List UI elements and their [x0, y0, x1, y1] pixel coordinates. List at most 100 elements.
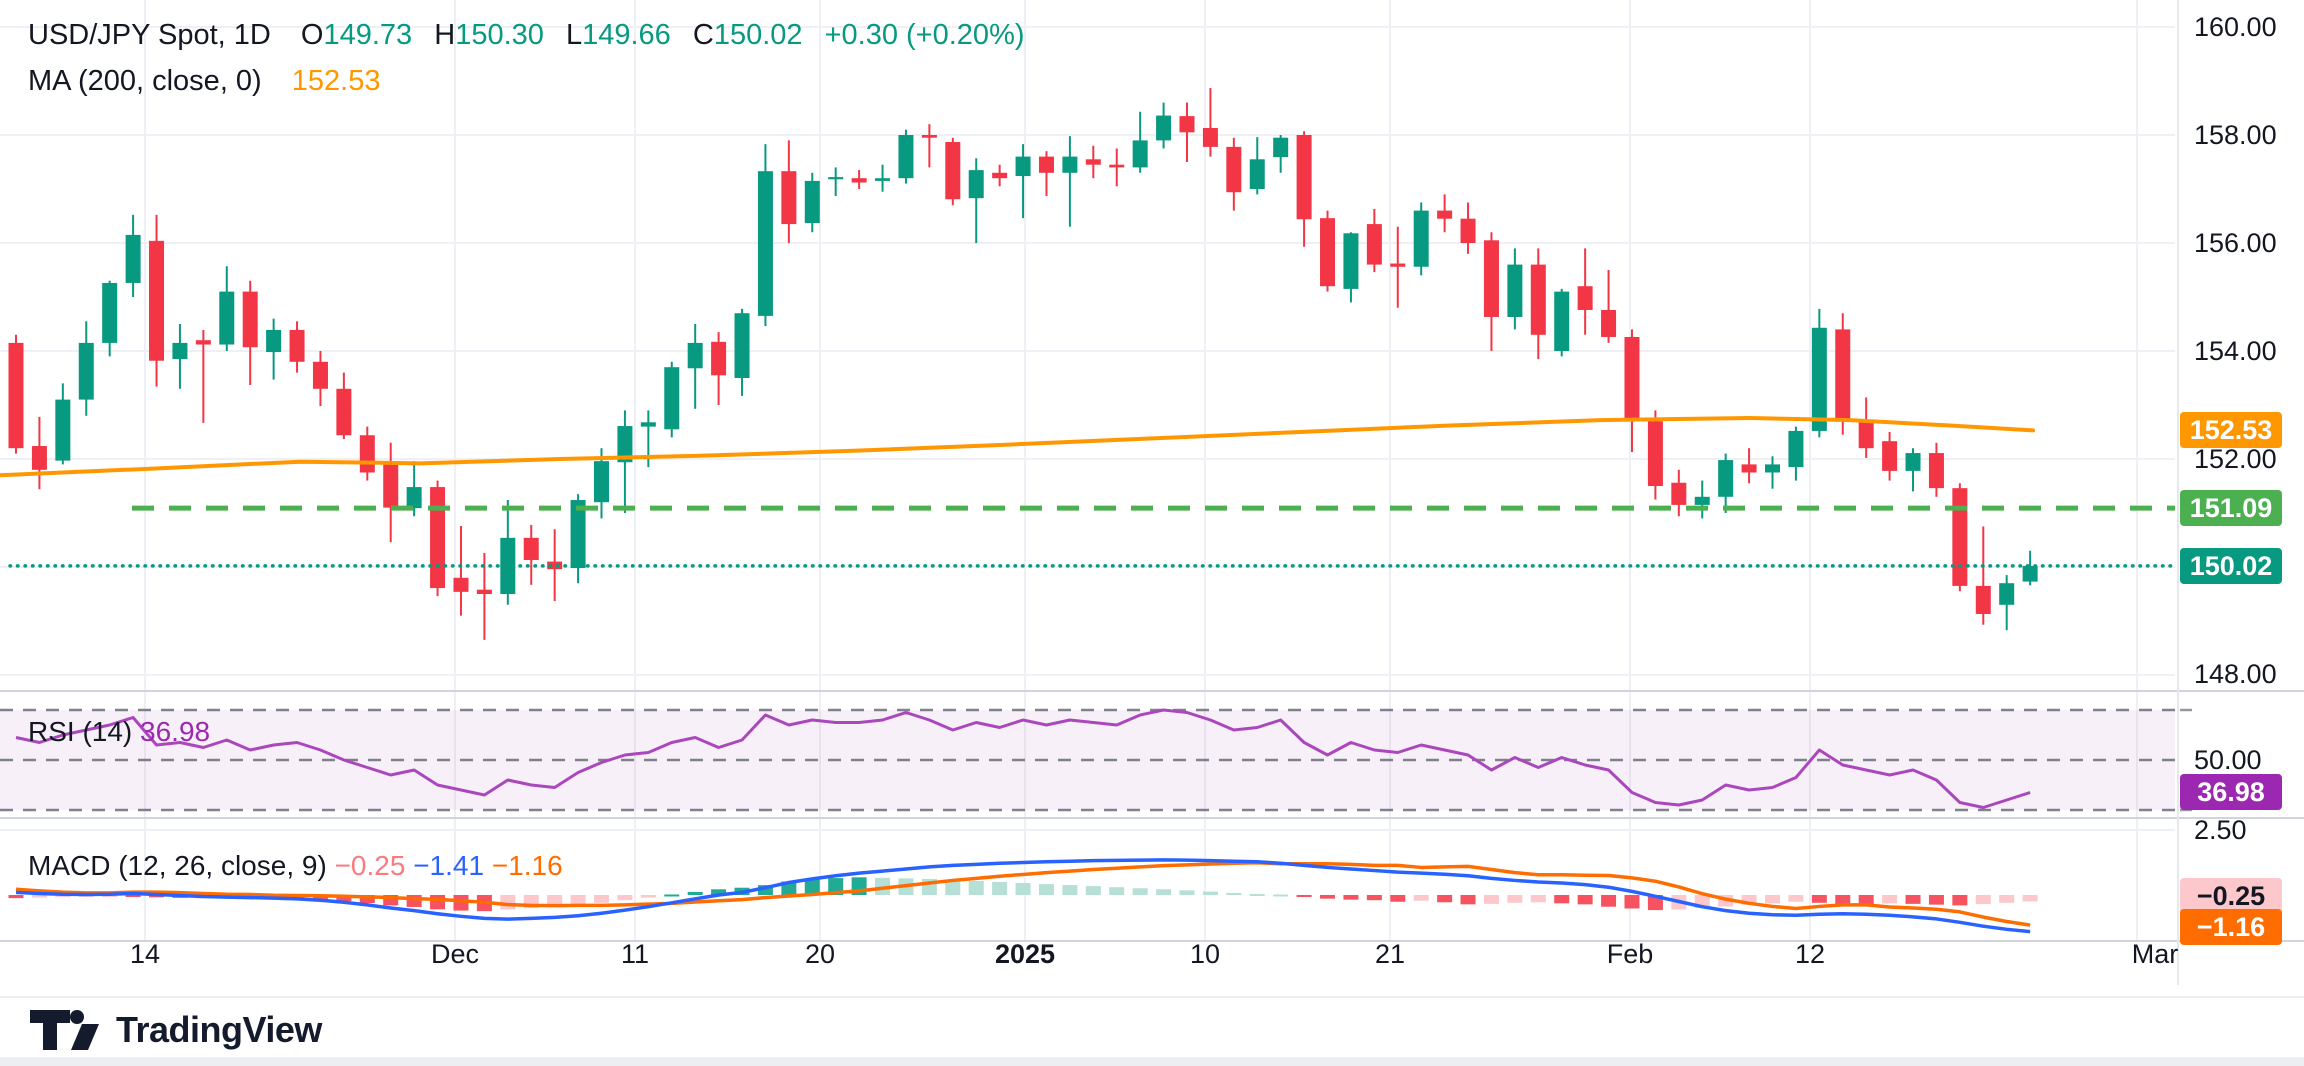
time-axis-label[interactable]: 21: [1375, 939, 1405, 969]
candle-down[interactable]: [1577, 286, 1593, 310]
candle-down[interactable]: [1671, 482, 1687, 505]
candle-up[interactable]: [125, 234, 141, 283]
candle-up[interactable]: [570, 500, 586, 569]
price-axis-badge[interactable]: [2180, 548, 2282, 584]
candle-up[interactable]: [1718, 460, 1734, 497]
candle-up[interactable]: [804, 180, 820, 224]
candle-up[interactable]: [1811, 327, 1827, 431]
candle-down[interactable]: [149, 240, 165, 361]
candle-up[interactable]: [664, 367, 680, 430]
candle-down[interactable]: [921, 135, 937, 138]
price-axis-badge[interactable]: [2180, 490, 2282, 526]
candle-up[interactable]: [2022, 565, 2038, 582]
candle-down[interactable]: [1038, 156, 1054, 173]
candle-down[interactable]: [1390, 263, 1406, 267]
candle-down[interactable]: [781, 171, 797, 225]
candle-down[interactable]: [1179, 116, 1195, 133]
candle-down[interactable]: [242, 291, 258, 348]
candle-down[interactable]: [851, 178, 867, 183]
candle-down[interactable]: [1741, 464, 1757, 473]
candle-down[interactable]: [992, 172, 1008, 179]
candle-up[interactable]: [1273, 137, 1289, 158]
candle-up[interactable]: [55, 399, 71, 461]
candle-down[interactable]: [336, 388, 352, 436]
tradingview-logo[interactable]: TradingView: [30, 1008, 322, 1052]
candle-up[interactable]: [1507, 264, 1523, 317]
candle-up[interactable]: [266, 329, 282, 353]
rsi-line[interactable]: [15, 708, 2031, 809]
candle-down[interactable]: [1530, 264, 1546, 335]
macd-signal-line[interactable]: [15, 861, 2031, 927]
time-axis-label[interactable]: Dec: [431, 939, 479, 969]
candle-down[interactable]: [383, 464, 399, 508]
time-axis-label[interactable]: 10: [1190, 939, 1220, 969]
candle-up[interactable]: [617, 426, 633, 463]
candle-down[interactable]: [1366, 224, 1382, 265]
candle-up[interactable]: [102, 282, 118, 343]
candle-up[interactable]: [640, 422, 656, 427]
candle-down[interactable]: [1975, 585, 1991, 614]
price-axis-badge[interactable]: [2180, 909, 2282, 945]
candle-down[interactable]: [1858, 421, 1874, 449]
candle-up[interactable]: [406, 487, 422, 509]
candle-down[interactable]: [1601, 309, 1617, 337]
candle-up[interactable]: [1765, 464, 1780, 473]
candle-up[interactable]: [1788, 430, 1804, 468]
candle-down[interactable]: [1437, 210, 1453, 219]
rsi-label[interactable]: RSI (14): [28, 716, 133, 747]
candle-down[interactable]: [1624, 336, 1640, 422]
symbol-title[interactable]: USD/JPY Spot, 1D: [28, 19, 271, 51]
candle-up[interactable]: [875, 178, 891, 181]
candle-up[interactable]: [1062, 156, 1078, 173]
candle-down[interactable]: [1202, 127, 1218, 147]
candle-down[interactable]: [1296, 135, 1312, 220]
price-axis-badge[interactable]: [2180, 412, 2282, 448]
candle-up[interactable]: [1905, 453, 1921, 471]
macd-status-line[interactable]: MACD (12, 26, close, 9) −0.25 −1.41 −1.1…: [28, 850, 563, 882]
symbol-status-line[interactable]: USD/JPY Spot, 1D O149.73 H150.30 L149.66…: [28, 12, 1025, 58]
candle-up[interactable]: [219, 291, 235, 345]
candle-up[interactable]: [594, 461, 609, 503]
candle-down[interactable]: [1460, 218, 1476, 243]
candle-down[interactable]: [31, 446, 47, 470]
candlestick-chart[interactable]: 160.00 158.00 156.00 154.00 152.00 148.00 50.0…: [0, 0, 2304, 996]
macd-line[interactable]: [15, 858, 2031, 934]
candle-down[interactable]: [1835, 329, 1851, 420]
candle-down[interactable]: [8, 342, 24, 449]
candle-down[interactable]: [1952, 488, 1968, 586]
candle-up[interactable]: [687, 342, 703, 369]
candle-down[interactable]: [1085, 159, 1101, 165]
candle-up[interactable]: [172, 342, 188, 360]
candle-up[interactable]: [1343, 233, 1359, 289]
candle-down[interactable]: [1483, 240, 1499, 317]
candle-up[interactable]: [1999, 583, 2015, 605]
candle-up[interactable]: [1132, 140, 1148, 168]
candle-down[interactable]: [1226, 146, 1242, 193]
candle-down[interactable]: [1320, 218, 1336, 287]
candle-down[interactable]: [430, 487, 446, 589]
time-axis-label[interactable]: 20: [805, 939, 835, 969]
candle-down[interactable]: [1109, 164, 1125, 168]
candle-down[interactable]: [711, 341, 727, 376]
time-axis-label[interactable]: Mar: [2132, 939, 2179, 969]
time-axis-label[interactable]: Feb: [1607, 939, 1654, 969]
time-axis-label[interactable]: 12: [1795, 939, 1825, 969]
candle-down[interactable]: [453, 577, 469, 592]
price-axis-badge[interactable]: [2180, 774, 2282, 810]
candle-down[interactable]: [523, 537, 539, 560]
time-axis-label[interactable]: 2025: [995, 939, 1055, 969]
candle-down[interactable]: [1882, 441, 1898, 471]
candle-up[interactable]: [1156, 115, 1172, 141]
candle-up[interactable]: [734, 313, 750, 378]
ma-label[interactable]: MA (200, close, 0): [28, 65, 262, 97]
candle-up[interactable]: [500, 537, 516, 594]
macd-label[interactable]: MACD (12, 26, close, 9): [28, 850, 327, 881]
price-axis-badge[interactable]: [2180, 878, 2282, 914]
time-axis-label[interactable]: 14: [130, 939, 160, 969]
candle-up[interactable]: [78, 342, 94, 400]
candle-up[interactable]: [1694, 496, 1710, 505]
candle-up[interactable]: [1554, 291, 1570, 351]
candle-up[interactable]: [968, 170, 984, 199]
candle-down[interactable]: [289, 329, 305, 362]
candle-down[interactable]: [476, 589, 492, 594]
